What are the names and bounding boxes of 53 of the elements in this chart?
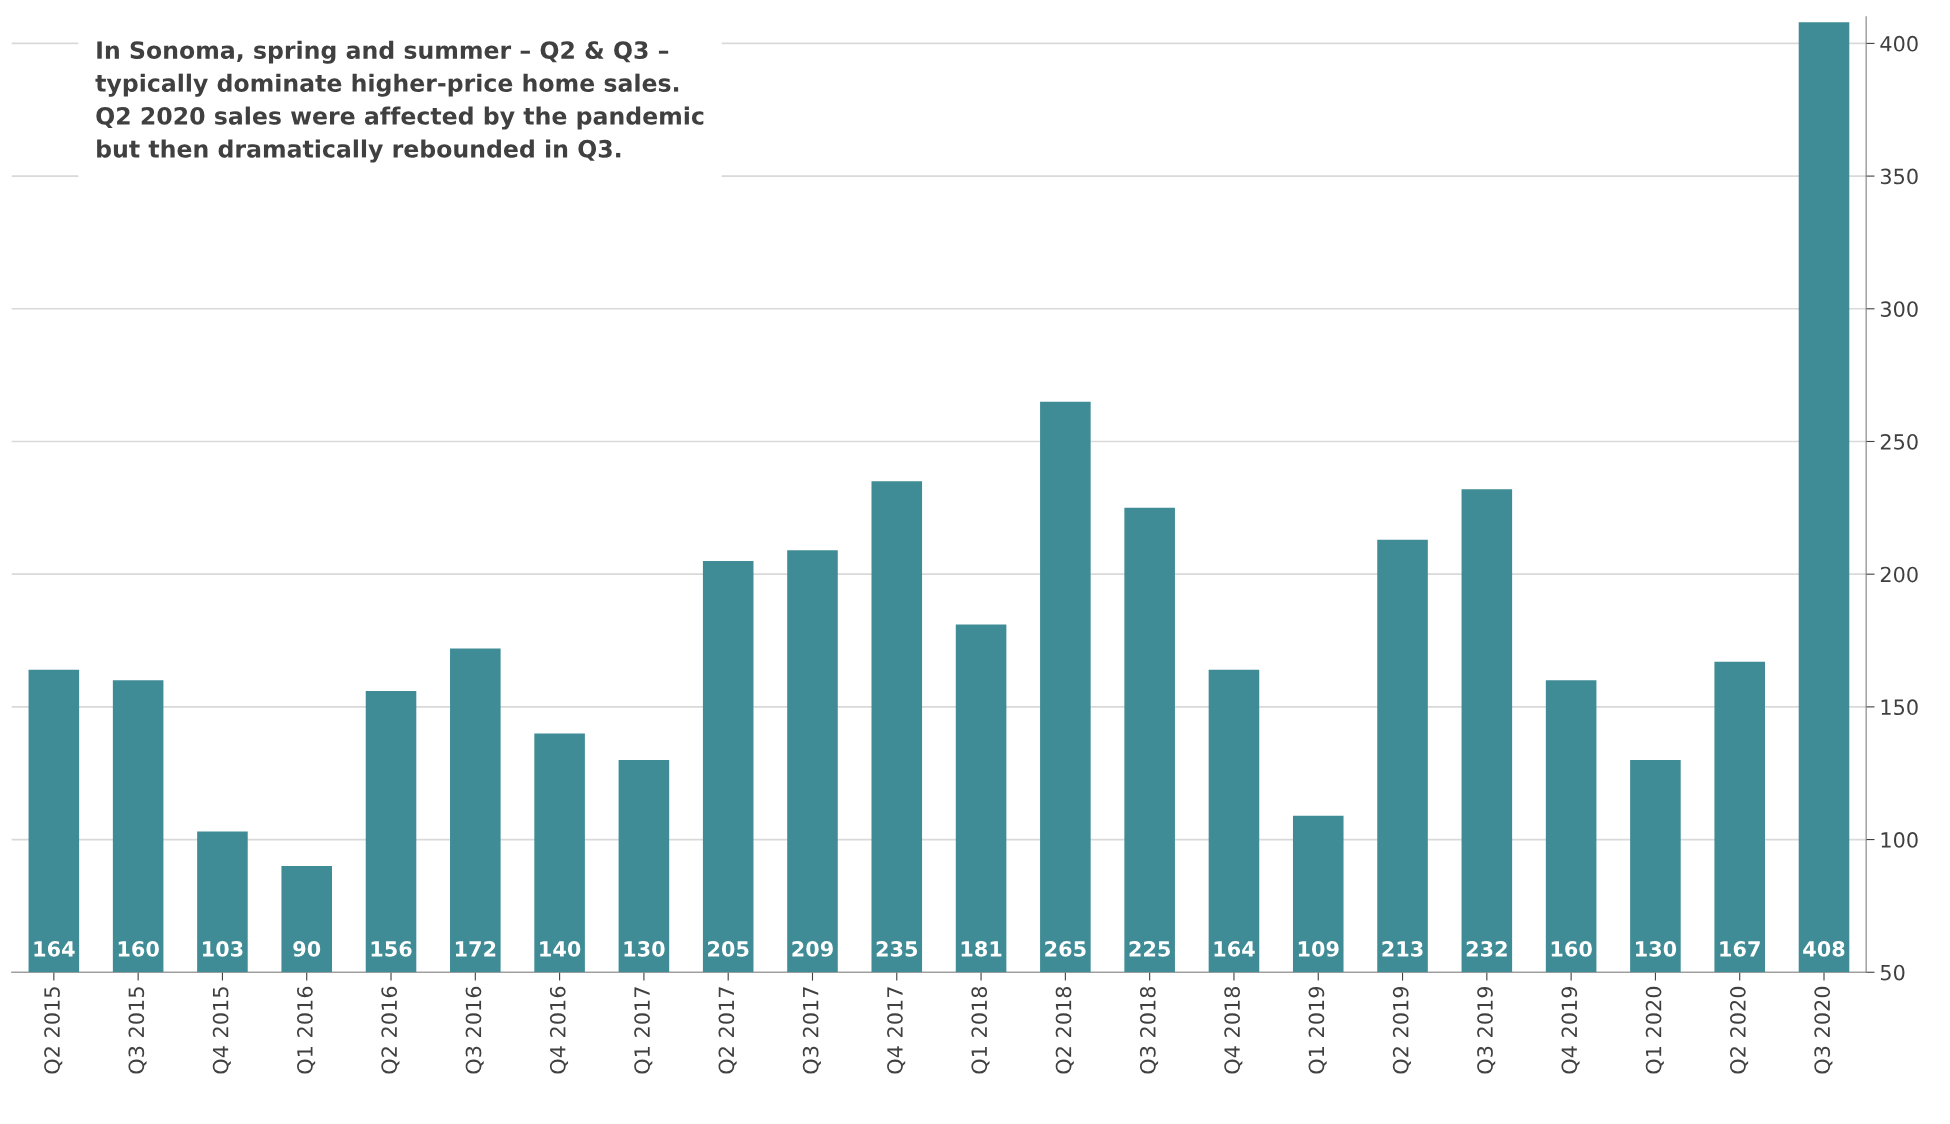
x-tick-label: Q4 2019 <box>1561 986 1580 1074</box>
data-label: 140 <box>540 941 581 957</box>
x-tick-label: Q1 2018 <box>971 986 990 1074</box>
x-tick-label: Q1 2017 <box>634 987 653 1074</box>
data-label: 213 <box>1382 941 1423 957</box>
y-tick-label: 200 <box>1880 566 1918 583</box>
data-label: 265 <box>1045 941 1086 957</box>
y-tick-label: 100 <box>1881 832 1918 848</box>
data-label: 164 <box>34 941 75 957</box>
y-tick-label: 150 <box>1881 699 1918 716</box>
data-label: 235 <box>876 941 918 957</box>
x-tick-label: Q4 2015 <box>212 987 231 1074</box>
y-tick-label: 350 <box>1880 168 1918 185</box>
data-label: 130 <box>624 941 665 957</box>
data-label: 164 <box>1214 941 1255 957</box>
data-label: 156 <box>371 941 412 957</box>
x-tick-label: Q4 2017 <box>887 987 906 1074</box>
x-tick-label: Q3 2017 <box>802 987 821 1074</box>
x-tick-label: Q4 2016 <box>549 986 569 1074</box>
y-tick-label: 300 <box>1880 301 1918 317</box>
data-label: 232 <box>1466 941 1507 957</box>
x-tick-label: Q3 2018 <box>1139 986 1159 1074</box>
data-label: 130 <box>1636 941 1677 957</box>
x-tick-label: Q1 2020 <box>1645 986 1664 1074</box>
x-tick-label: Q3 2020 <box>1814 986 1833 1074</box>
x-tick-label: Q2 2016 <box>381 986 400 1074</box>
data-label: 103 <box>203 941 243 957</box>
annotation: In Sonoma, spring and summer – Q2 & Q3 – typically dominate higher-price home sales. Q2 2020 sales were affected by the pandemic but then dramatically rebounded in Q3. <box>95 40 704 163</box>
y-tick-label: 50 <box>1880 964 1905 981</box>
data-label: 205 <box>708 941 749 957</box>
data-label: 408 <box>1803 941 1845 957</box>
x-tick-label: Q3 2016 <box>465 986 484 1074</box>
x-tick-label: Q3 2015 <box>128 987 147 1074</box>
x-tick-label: Q2 2017 <box>718 987 737 1074</box>
x-tick-label: Q2 2019 <box>1392 986 1411 1074</box>
data-label: 109 <box>1298 941 1339 957</box>
data-label: 167 <box>1720 941 1760 957</box>
data-label: 160 <box>1551 941 1592 957</box>
data-label: 209 <box>792 941 833 957</box>
y-tick-label: 400 <box>1880 35 1918 52</box>
y-tick-label: 250 <box>1880 433 1918 450</box>
x-tick-label: Q1 2016 <box>297 986 316 1074</box>
x-tick-label: Q1 2019 <box>1308 986 1327 1074</box>
data-label: 181 <box>961 941 1002 957</box>
data-label: 160 <box>118 941 159 957</box>
data-label: 225 <box>1129 941 1170 957</box>
x-tick-label: Q2 2018 <box>1055 986 1074 1074</box>
x-tick-label: Q3 2019 <box>1477 986 1496 1074</box>
x-tick-label: Q2 2015 <box>44 987 63 1074</box>
data-label: 90 <box>293 941 321 957</box>
data-label: 172 <box>455 941 496 957</box>
x-tick-label: Q4 2018 <box>1224 986 1243 1074</box>
x-tick-label: Q2 2020 <box>1730 986 1749 1074</box>
